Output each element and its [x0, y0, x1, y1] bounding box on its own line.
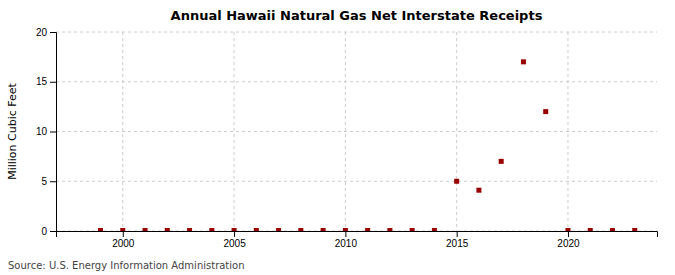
point — [365, 228, 370, 231]
point — [476, 188, 481, 193]
point — [165, 228, 170, 231]
tick: 2010 — [335, 231, 358, 249]
point — [276, 228, 281, 231]
tick-mark — [50, 82, 56, 83]
point — [432, 228, 437, 231]
grid-line — [456, 32, 457, 231]
point — [254, 228, 259, 231]
point — [565, 228, 570, 231]
axis-line — [57, 232, 658, 238]
chart: 2000 2005 2010 2015 2020 0 5 10 15 20 Annual Hawai… — [0, 0, 675, 275]
tick: 2000 — [112, 231, 135, 249]
tick-mark — [345, 231, 346, 237]
point — [410, 228, 415, 231]
point — [232, 228, 237, 231]
grid-line — [234, 32, 235, 231]
tick-label: 15 — [36, 76, 48, 87]
tick: 10 — [36, 126, 56, 137]
tick-label: 0 — [41, 226, 47, 237]
tick-label: 2020 — [557, 238, 580, 249]
points — [98, 59, 637, 231]
tick: 2020 — [557, 231, 580, 249]
tick-label: 5 — [41, 176, 47, 187]
grid-line — [122, 32, 123, 231]
tick: 20 — [36, 27, 56, 38]
point — [298, 228, 303, 231]
point — [454, 179, 459, 184]
point — [632, 228, 637, 231]
point — [610, 228, 615, 231]
tick-mark — [50, 231, 56, 232]
y-axis: 0 5 10 15 20 — [36, 27, 57, 237]
point — [98, 228, 103, 231]
point — [209, 228, 214, 231]
title: Annual Hawaii Natural Gas Net Interstate… — [171, 8, 543, 23]
tick-label: 2015 — [446, 238, 469, 249]
plot: 2000 2005 2010 2015 2020 0 5 10 15 20 — [36, 27, 658, 249]
tick-mark — [234, 231, 235, 237]
point — [143, 228, 148, 231]
tick-label: 20 — [36, 27, 48, 38]
annotation: Source: U.S. Energy Information Administ… — [8, 260, 245, 271]
tick-label: 2010 — [335, 238, 358, 249]
grid-line — [345, 32, 346, 231]
grid-line — [56, 131, 657, 132]
point — [387, 228, 392, 231]
grid-line — [56, 32, 657, 33]
tick-label: 2005 — [223, 238, 246, 249]
x-axis: 2000 2005 2010 2015 2020 — [57, 231, 658, 249]
tick-mark — [50, 32, 56, 33]
point — [120, 228, 125, 231]
tick-label: 2000 — [112, 238, 135, 249]
point — [343, 228, 348, 231]
point — [187, 228, 192, 231]
point — [588, 228, 593, 231]
tick-mark — [568, 231, 569, 237]
point — [521, 59, 526, 64]
tick: 0 — [41, 226, 56, 237]
tick-label: 10 — [36, 126, 48, 137]
grid-line — [567, 32, 568, 231]
point — [321, 228, 326, 231]
tick-mark — [457, 231, 458, 237]
grid-line — [56, 181, 657, 182]
tick: 2005 — [223, 231, 246, 249]
point — [543, 109, 548, 114]
y-axis-label: Million Cubic Feet — [6, 82, 19, 179]
axis-line — [50, 33, 57, 232]
point — [499, 159, 504, 164]
grid-line — [56, 81, 657, 82]
tick-mark — [50, 132, 56, 133]
tick: 5 — [41, 176, 56, 187]
tick-mark — [50, 181, 56, 182]
tick: 2015 — [446, 231, 469, 249]
tick-mark — [123, 231, 124, 237]
grid — [56, 32, 657, 231]
tick: 15 — [36, 76, 56, 87]
